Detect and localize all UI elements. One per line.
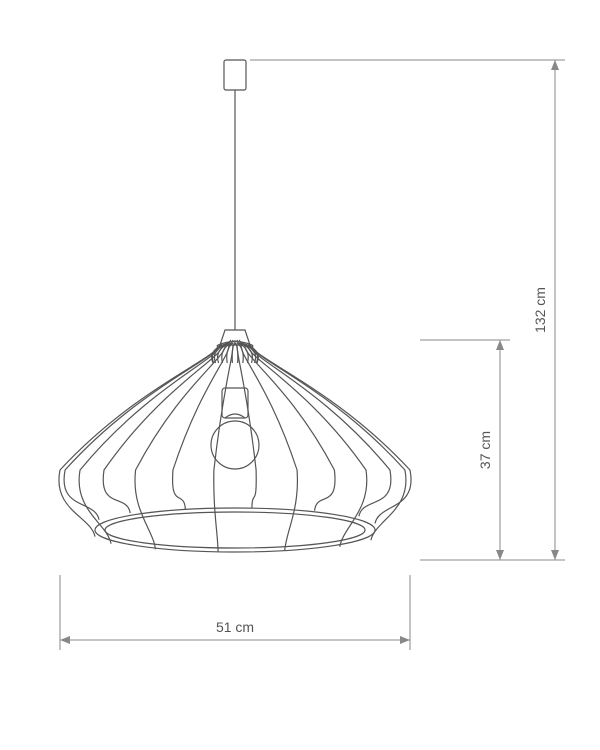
dimension-width: 51 cm	[60, 575, 410, 650]
bottom-ring-inner	[105, 512, 365, 548]
bottom-ring	[95, 508, 375, 552]
shade-height-label: 37 cm	[477, 431, 493, 469]
width-label: 51 cm	[216, 619, 254, 635]
rib	[245, 345, 335, 511]
light-bulb	[211, 421, 259, 469]
rib	[252, 345, 411, 523]
ceiling-cap	[224, 60, 246, 90]
rib	[248, 345, 367, 547]
lamp-technical-diagram: 51 cm 37 cm 132 cm	[0, 0, 600, 750]
rib	[103, 345, 222, 513]
dimension-shade-height: 37 cm	[420, 340, 565, 560]
total-height-label: 132 cm	[532, 287, 548, 333]
rib	[64, 345, 218, 520]
rib	[79, 345, 219, 544]
